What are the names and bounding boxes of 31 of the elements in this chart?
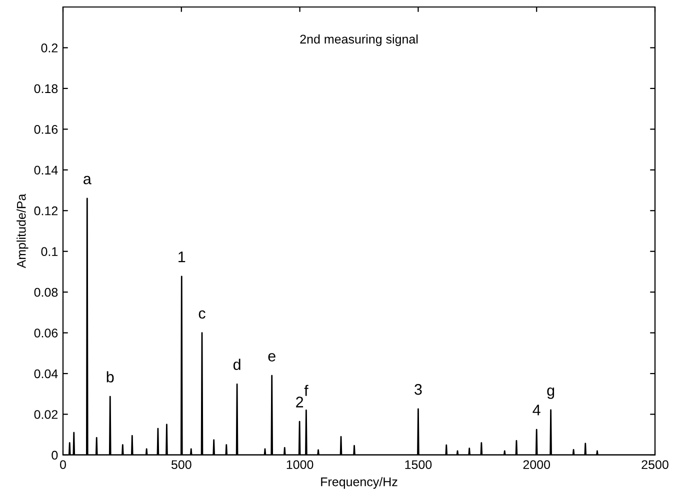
y-tick-label: 0.1	[41, 247, 58, 256]
y-tick-label: 0.04	[34, 369, 58, 378]
annotation: 1	[178, 252, 186, 262]
y-tick-label: 0.06	[34, 328, 58, 338]
x-axis-title: Frequency/Hz	[321, 477, 398, 489]
annotation: g	[547, 388, 554, 399]
y-tick-label: 0.2	[41, 44, 58, 52]
y-tick-label: 0.16	[34, 124, 58, 134]
annotation: f	[304, 384, 308, 396]
annotation: e	[268, 353, 276, 362]
annotation: 3	[414, 384, 422, 395]
y-axis-title: Amplitude/Pa	[16, 194, 28, 268]
text: 2nd measuring signal	[300, 34, 418, 46]
annotation: d	[233, 358, 240, 370]
annotation: 4	[532, 404, 540, 416]
annotation: c	[198, 310, 206, 319]
annotation: 2	[296, 396, 304, 408]
annotation: a	[84, 176, 92, 184]
y-tick-label: 0.18	[34, 84, 58, 94]
y-tick-label: 0.08	[34, 288, 58, 297]
y-tick-label: 0.12	[34, 206, 58, 216]
x-tick-label: 2500	[642, 460, 668, 470]
x-tick-label: 0	[60, 460, 66, 470]
x-tick-label: 500	[171, 460, 192, 470]
y-tick-label: 0.02	[34, 410, 58, 419]
x-tick-label: 2000	[523, 460, 550, 470]
x-tick-label: 1000	[286, 460, 314, 470]
x-tick-label: 1500	[405, 460, 432, 470]
annotation: b	[106, 371, 114, 382]
y-tick-label: 0.14	[34, 166, 58, 175]
y-tick-label: 0	[52, 450, 58, 460]
